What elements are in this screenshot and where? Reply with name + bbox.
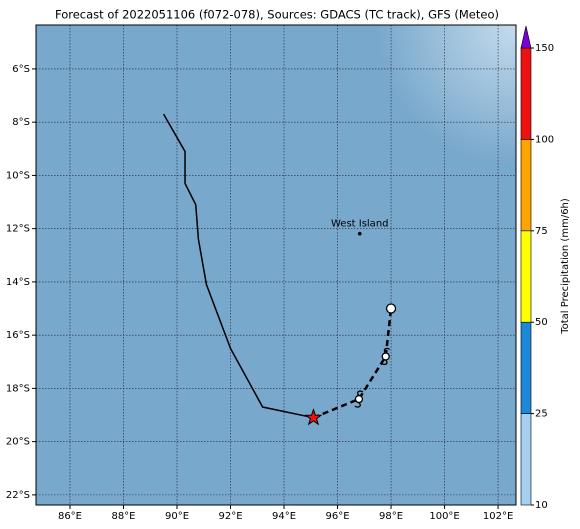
y-tick-label: 18°S <box>6 383 30 394</box>
colorbar-label: Total Precipitation (mm/6h) <box>560 198 571 335</box>
forecast-storm <box>381 347 391 366</box>
forecast-storm-core <box>381 352 390 361</box>
forecast-storm-core <box>354 394 364 404</box>
colorbar-segment <box>520 321 532 414</box>
colorbar-tick-label: 50 <box>535 317 548 328</box>
colorbar-tick-label: 100 <box>535 134 554 145</box>
y-tick-label: 6°S <box>12 64 30 75</box>
current-position <box>304 408 323 426</box>
colorbar-segment <box>520 230 532 323</box>
forecast-low <box>385 303 397 314</box>
place-marker <box>357 231 362 236</box>
colorbar-segment <box>520 47 532 140</box>
map-layer: 86°E 88°E 90°E 92°E 94°E 96°E 98°E 100°E 102°E 6°… <box>6 25 516 522</box>
x-tick-label: 88°E <box>111 511 135 522</box>
forecast-track <box>312 308 393 419</box>
colorbar-tick-label: 75 <box>535 226 548 237</box>
y-tick-label: 8°S <box>12 117 30 128</box>
x-tick-label: 102°E <box>483 511 513 522</box>
ocean <box>36 25 516 505</box>
past-track <box>162 113 314 419</box>
place-label: West Island <box>331 219 389 230</box>
y-tick-label: 14°S <box>6 277 30 288</box>
forecast-storm <box>354 390 364 408</box>
map-frame <box>35 24 517 506</box>
y-tick-label: 22°S <box>6 490 30 501</box>
colorbar-tick-label: 10 <box>535 500 548 511</box>
y-tick-label: 16°S <box>6 330 30 341</box>
y-tick-label: 20°S <box>6 437 30 448</box>
x-tick-label: 90°E <box>165 511 189 522</box>
map-title: Forecast of 2022051106 (f072-078), Sourc… <box>55 8 499 22</box>
x-tick-label: 96°E <box>326 511 350 522</box>
colorbar-tick-label: 25 <box>535 409 548 420</box>
colorbar-extend <box>520 25 532 49</box>
y-tick-label: 12°S <box>6 224 30 235</box>
colorbar-tick-label: 150 <box>535 43 554 54</box>
x-tick-label: 86°E <box>58 511 82 522</box>
colorbar-segment <box>520 139 532 232</box>
y-tick-label: 10°S <box>6 170 30 181</box>
x-tick-label: 92°E <box>218 511 242 522</box>
x-tick-label: 100°E <box>429 511 459 522</box>
x-tick-label: 98°E <box>379 511 403 522</box>
x-tick-label: 94°E <box>272 511 296 522</box>
colorbar-segment <box>520 413 532 506</box>
